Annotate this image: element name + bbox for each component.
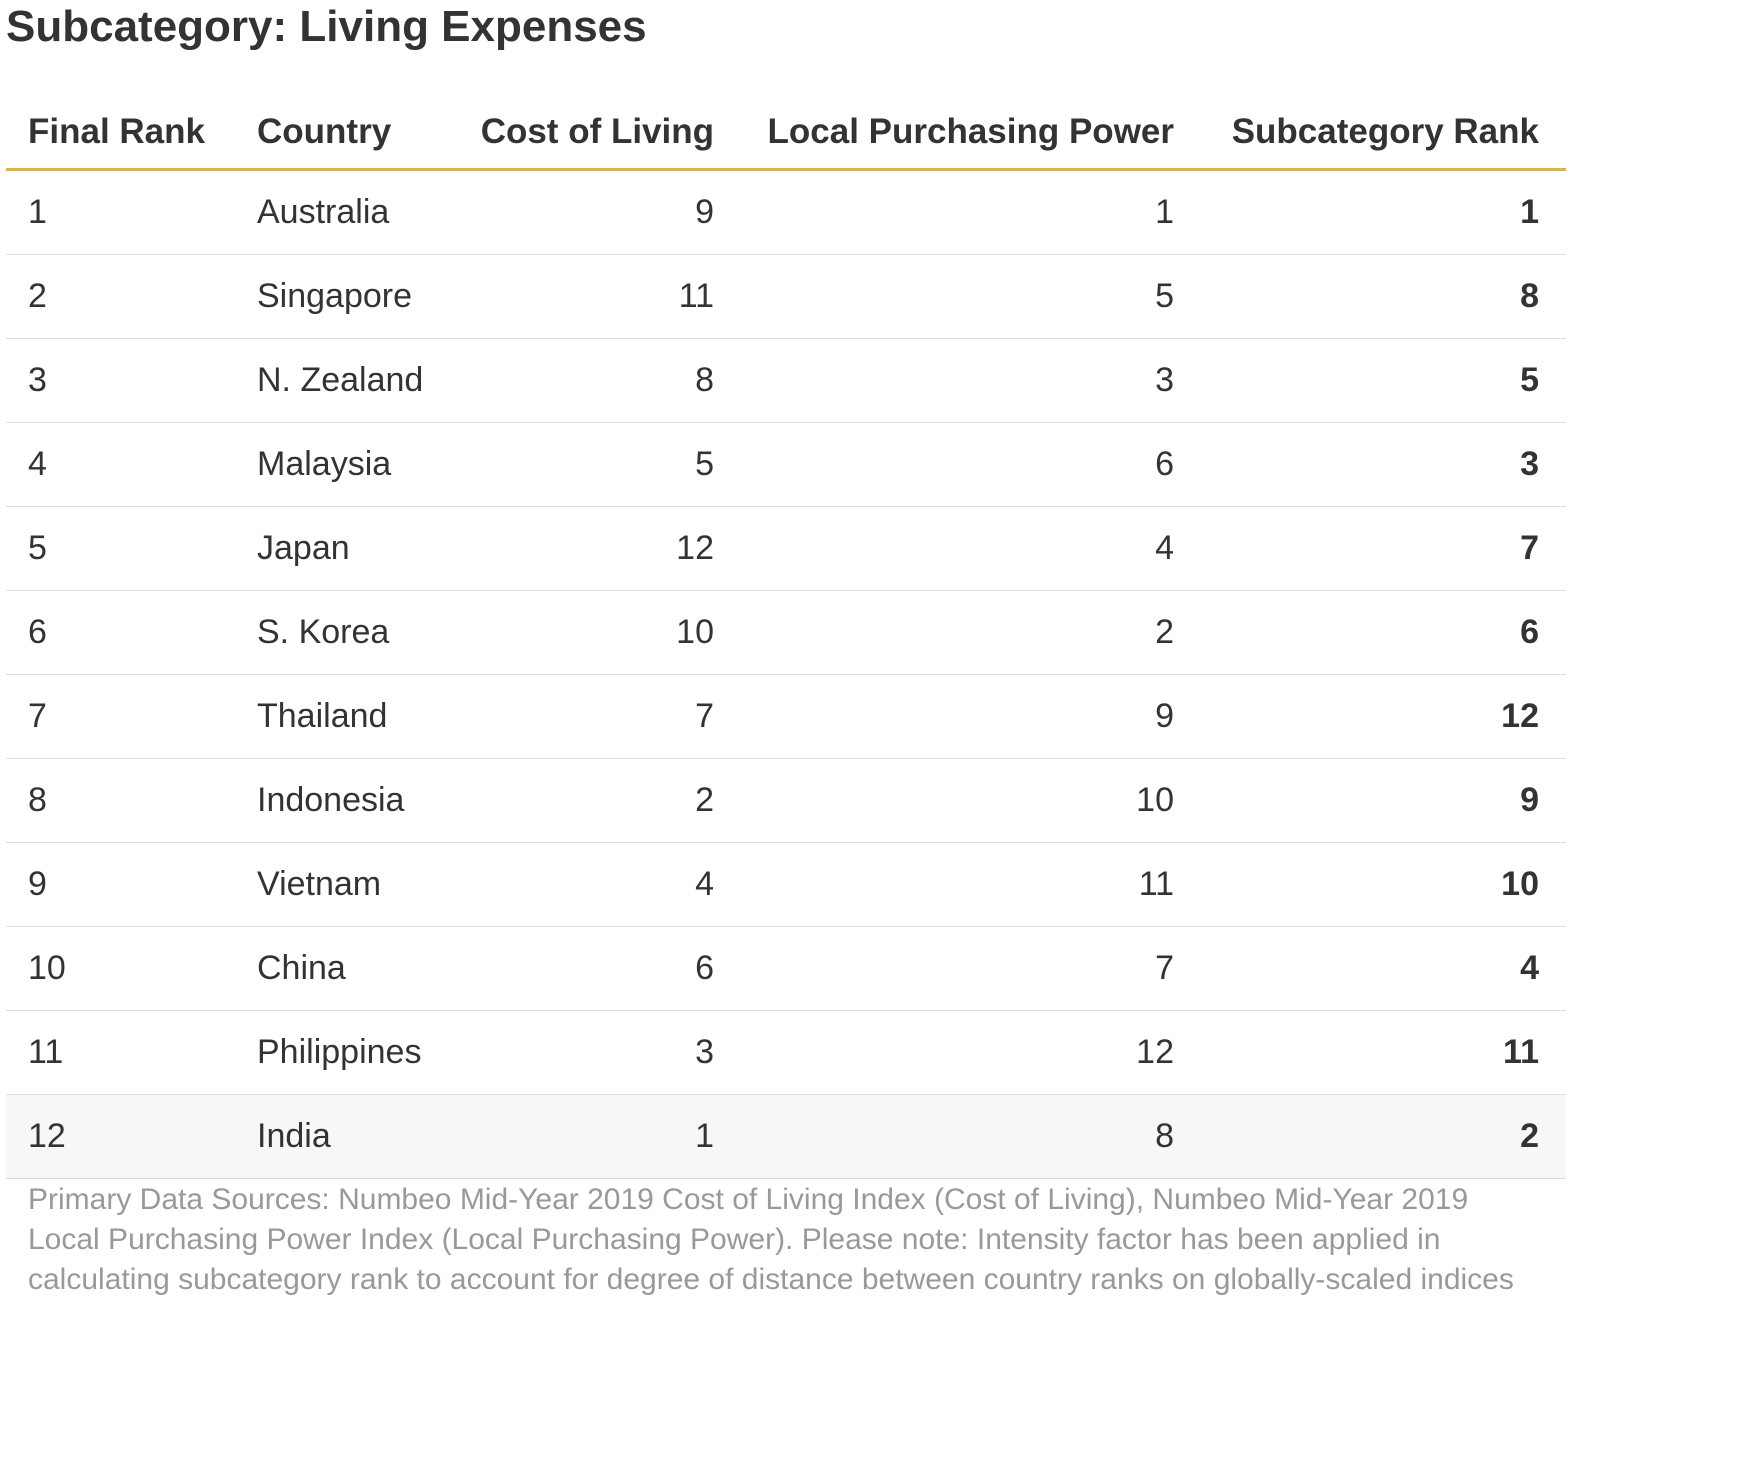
- table-row: 2 Singapore 11 5 8: [6, 255, 1566, 339]
- local-purchasing-power-cell: 2: [1155, 613, 1174, 651]
- local-purchasing-power-cell: 4: [1155, 529, 1174, 567]
- subcategory-rank-cell: 8: [1520, 277, 1539, 315]
- local-purchasing-power-cell: 1: [1155, 193, 1174, 231]
- final-rank-cell: 2: [28, 277, 47, 315]
- subcategory-rank-cell: 7: [1520, 529, 1539, 567]
- table-row: 5 Japan 12 4 7: [6, 507, 1566, 591]
- local-purchasing-power-cell: 6: [1155, 445, 1174, 483]
- country-cell: India: [257, 1117, 331, 1155]
- table-row: 7 Thailand 7 9 12: [6, 675, 1566, 759]
- final-rank-cell: 5: [28, 529, 47, 567]
- cost-of-living-cell: 1: [695, 1117, 714, 1155]
- subcategory-rank-cell: 12: [1501, 697, 1539, 735]
- final-rank-cell: 3: [28, 361, 47, 399]
- subcategory-rank-cell: 9: [1520, 781, 1539, 819]
- table-row: 1 Australia 9 1 1: [6, 171, 1566, 255]
- table-body: 1 Australia 9 1 1 2 Singapore 11 5 8 3 N. Zealand 8 3…: [6, 171, 1566, 1179]
- cost-of-living-cell: 12: [676, 529, 714, 567]
- final-rank-cell: 7: [28, 697, 47, 735]
- country-cell: Australia: [257, 193, 390, 231]
- subcategory-rank-cell: 2: [1520, 1117, 1539, 1155]
- table-row: 11 Philippines 3 12 11: [6, 1011, 1566, 1095]
- local-purchasing-power-cell: 12: [1136, 1033, 1174, 1071]
- local-purchasing-power-cell: 11: [1138, 865, 1174, 903]
- cost-of-living-cell: 2: [695, 781, 714, 819]
- header-subcategory-rank: Subcategory Rank: [1231, 112, 1539, 151]
- rank-table: Final Rank Country Cost of Living Local …: [6, 96, 1566, 1179]
- cost-of-living-cell: 3: [695, 1033, 714, 1071]
- header-cost-of-living: Cost of Living: [480, 112, 714, 151]
- country-cell: Vietnam: [257, 865, 382, 903]
- final-rank-cell: 10: [28, 949, 66, 987]
- cost-of-living-cell: 6: [695, 949, 714, 987]
- cost-of-living-cell: 8: [695, 361, 714, 399]
- table-row: 6 S. Korea 10 2 6: [6, 591, 1566, 675]
- country-cell: S. Korea: [257, 613, 390, 651]
- final-rank-cell: 11: [28, 1033, 64, 1071]
- local-purchasing-power-cell: 10: [1136, 781, 1174, 819]
- local-purchasing-power-cell: 9: [1155, 697, 1174, 735]
- subcategory-rank-cell: 1: [1520, 193, 1539, 231]
- cost-of-living-cell: 10: [676, 613, 714, 651]
- subcategory-rank-cell: 11: [1503, 1033, 1539, 1071]
- local-purchasing-power-cell: 8: [1155, 1117, 1174, 1155]
- final-rank-cell: 12: [28, 1117, 66, 1155]
- subcategory-rank-cell: 3: [1520, 445, 1539, 483]
- data-sources-note: Primary Data Sources: Numbeo Mid-Year 20…: [28, 1183, 1514, 1296]
- cost-of-living-cell: 7: [695, 697, 714, 735]
- subcategory-rank-cell: 4: [1520, 949, 1539, 987]
- final-rank-cell: 4: [28, 445, 47, 483]
- page: Subcategory: Living Expenses Final Rank …: [6, 0, 1760, 1464]
- local-purchasing-power-cell: 3: [1155, 361, 1174, 399]
- final-rank-cell: 8: [28, 781, 47, 819]
- table-row: 10 China 6 7 4: [6, 927, 1566, 1011]
- table-row: 12 India 1 8 2: [6, 1095, 1566, 1179]
- subcategory-rank-cell: 10: [1501, 865, 1539, 903]
- final-rank-cell: 9: [28, 865, 47, 903]
- country-cell: Malaysia: [257, 445, 392, 483]
- subcategory-rank-cell: 6: [1520, 613, 1539, 651]
- country-cell: Indonesia: [257, 781, 405, 819]
- country-cell: N. Zealand: [257, 361, 424, 399]
- table-row: 9 Vietnam 4 11 10: [6, 843, 1566, 927]
- header-final-rank: Final Rank: [28, 112, 205, 151]
- country-cell: Thailand: [257, 697, 388, 735]
- final-rank-cell: 6: [28, 613, 47, 651]
- header-local-purchasing-power: Local Purchasing Power: [767, 112, 1175, 151]
- subcategory-rank-cell: 5: [1520, 361, 1539, 399]
- local-purchasing-power-cell: 7: [1155, 949, 1174, 987]
- cost-of-living-cell: 4: [695, 865, 714, 903]
- local-purchasing-power-cell: 5: [1155, 277, 1174, 315]
- country-cell: Philippines: [257, 1033, 422, 1071]
- final-rank-cell: 1: [28, 193, 47, 231]
- header-country: Country: [257, 112, 392, 151]
- country-cell: Singapore: [257, 277, 413, 315]
- table-row: 4 Malaysia 5 6 3: [6, 423, 1566, 507]
- cost-of-living-cell: 5: [695, 445, 714, 483]
- cost-of-living-cell: 9: [695, 193, 714, 231]
- country-cell: Japan: [257, 529, 350, 567]
- cost-of-living-cell: 11: [678, 277, 714, 315]
- page-title: Subcategory: Living Expenses: [6, 2, 647, 51]
- table-row: 8 Indonesia 2 10 9: [6, 759, 1566, 843]
- table-header-row: Final Rank Country Cost of Living Local …: [6, 96, 1566, 171]
- country-cell: China: [257, 949, 346, 987]
- table-row: 3 N. Zealand 8 3 5: [6, 339, 1566, 423]
